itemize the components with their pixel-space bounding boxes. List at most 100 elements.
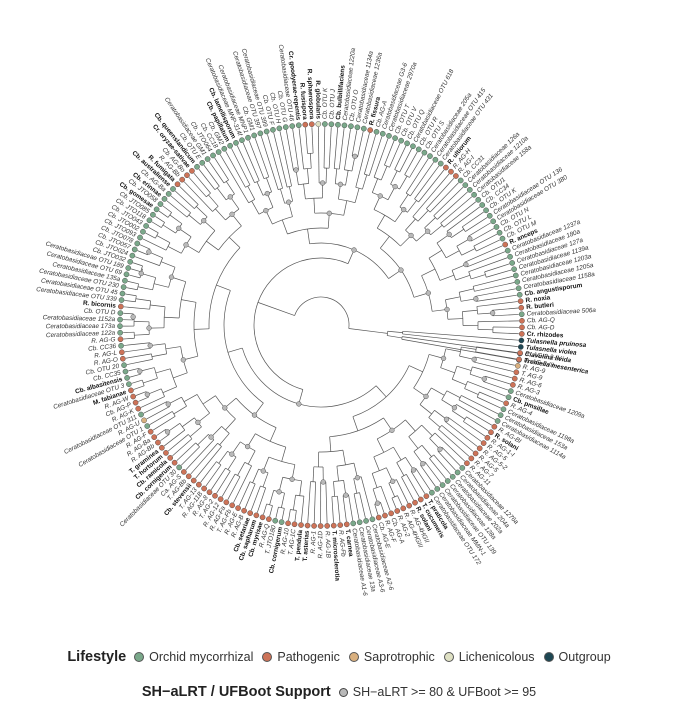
tip-lifestyle-dot bbox=[117, 329, 123, 336]
legend-label-support: SH−aLRT >= 80 & UFBoot >= 95 bbox=[352, 685, 537, 699]
tip-lifestyle-dot bbox=[507, 253, 513, 260]
tip-branch bbox=[138, 396, 149, 402]
tip-lifestyle-dot bbox=[499, 235, 506, 242]
tip-lifestyle-dot bbox=[210, 152, 216, 159]
tip-branch bbox=[231, 148, 251, 186]
tip-lifestyle-dot bbox=[394, 508, 401, 514]
tip-lifestyle-dot bbox=[227, 142, 233, 149]
internal-branch bbox=[281, 493, 285, 508]
internal-branch bbox=[162, 224, 176, 234]
tip-branch bbox=[124, 342, 150, 346]
tip-branch bbox=[473, 361, 514, 372]
internal-branch bbox=[428, 417, 441, 428]
internal-branch bbox=[135, 298, 151, 302]
tip-branch bbox=[401, 338, 517, 360]
support-node-marker bbox=[473, 296, 479, 302]
tip-lifestyle-dot bbox=[282, 124, 289, 130]
clade-arc bbox=[394, 169, 400, 173]
support-node-marker bbox=[201, 218, 207, 224]
tip-lifestyle-dot bbox=[449, 473, 456, 480]
tip-lifestyle-dot bbox=[167, 455, 174, 461]
tip-lifestyle-dot bbox=[137, 234, 143, 241]
tip-branch bbox=[434, 432, 465, 462]
tip-branch bbox=[190, 442, 218, 475]
tip-branch bbox=[401, 476, 414, 501]
tip-branch bbox=[149, 411, 173, 425]
tip-lifestyle-dot bbox=[410, 143, 416, 150]
tip-lifestyle-dot bbox=[276, 125, 283, 132]
internal-branch bbox=[208, 194, 219, 207]
tip-label: T. pendula bbox=[294, 529, 304, 561]
support-node-marker bbox=[319, 180, 326, 186]
tip-label: R. AG-O bbox=[93, 356, 118, 367]
tip-branch bbox=[135, 256, 160, 266]
tip-lifestyle-dot bbox=[516, 356, 522, 363]
tip-lifestyle-dot bbox=[518, 311, 525, 318]
legend-item-support: SH−aLRT >= 80 & UFBoot >= 95 bbox=[338, 685, 537, 699]
tip-lifestyle-dot bbox=[519, 317, 525, 324]
tip-label: R. AG-1B bbox=[324, 531, 332, 559]
tip-branch bbox=[492, 332, 519, 335]
internal-branch bbox=[417, 210, 429, 222]
tip-branch bbox=[404, 151, 418, 175]
tip-branch bbox=[441, 425, 474, 452]
internal-branch bbox=[262, 472, 269, 488]
tip-lifestyle-dot bbox=[476, 445, 483, 452]
clade-arc bbox=[290, 509, 297, 511]
tip-lifestyle-dot bbox=[259, 514, 266, 521]
tip-branch bbox=[485, 375, 511, 385]
tip-lifestyle-dot bbox=[343, 521, 350, 528]
tip-lifestyle-dot bbox=[291, 521, 298, 528]
tip-lifestyle-dot bbox=[324, 523, 331, 529]
tip-label: T. microsclerotia bbox=[330, 530, 340, 581]
tip-branch bbox=[468, 257, 508, 273]
tip-branch bbox=[219, 154, 249, 203]
support-node-marker bbox=[138, 270, 144, 277]
tip-branch bbox=[244, 483, 256, 509]
tip-branch bbox=[236, 145, 255, 183]
tip-lifestyle-dot bbox=[122, 277, 128, 284]
support-node-marker bbox=[195, 419, 201, 426]
tip-branch bbox=[210, 467, 226, 490]
clade-arc bbox=[484, 271, 487, 278]
tip-branch bbox=[477, 320, 519, 323]
internal-branch bbox=[440, 367, 455, 374]
tip-branch bbox=[193, 172, 211, 194]
tip-lifestyle-dot bbox=[503, 400, 509, 407]
tip-branch bbox=[137, 250, 148, 256]
support-node-marker bbox=[343, 492, 349, 498]
tip-branch bbox=[125, 353, 152, 359]
support-node-marker bbox=[285, 199, 292, 205]
clade-arc bbox=[216, 461, 222, 466]
support-node-marker bbox=[260, 468, 266, 474]
tip-lifestyle-dot bbox=[138, 411, 144, 418]
tip-branch bbox=[140, 396, 165, 408]
tip-lifestyle-dot bbox=[206, 489, 213, 496]
clade-arc bbox=[428, 257, 441, 281]
tip-branch bbox=[216, 470, 231, 494]
support-node-marker bbox=[164, 429, 171, 435]
tip-lifestyle-dot bbox=[373, 128, 380, 135]
internal-branch bbox=[439, 274, 455, 281]
tip-label: Tulasnella pruinosa bbox=[526, 338, 587, 350]
support-node-marker bbox=[147, 342, 153, 349]
tip-lifestyle-dot bbox=[448, 168, 454, 175]
tip-branch bbox=[281, 508, 285, 520]
support-node-marker bbox=[337, 181, 344, 187]
tip-lifestyle-dot bbox=[123, 271, 130, 278]
clade-arc bbox=[244, 461, 252, 467]
tip-lifestyle-dot bbox=[439, 482, 446, 488]
tip-lifestyle-dot bbox=[512, 272, 519, 279]
tip-branch bbox=[359, 492, 366, 519]
clade-arc bbox=[334, 168, 340, 170]
tip-lifestyle-dot bbox=[484, 434, 491, 441]
tip-branch bbox=[188, 177, 207, 198]
tip-branch bbox=[325, 481, 328, 523]
tip-lifestyle-dot bbox=[120, 284, 127, 290]
internal-branch bbox=[399, 194, 409, 208]
tip-branch bbox=[300, 496, 305, 523]
tip-lifestyle-dot bbox=[454, 469, 461, 476]
internal-branch bbox=[194, 328, 210, 330]
tip-lifestyle-dot bbox=[335, 121, 341, 128]
tip-branch bbox=[462, 211, 484, 228]
